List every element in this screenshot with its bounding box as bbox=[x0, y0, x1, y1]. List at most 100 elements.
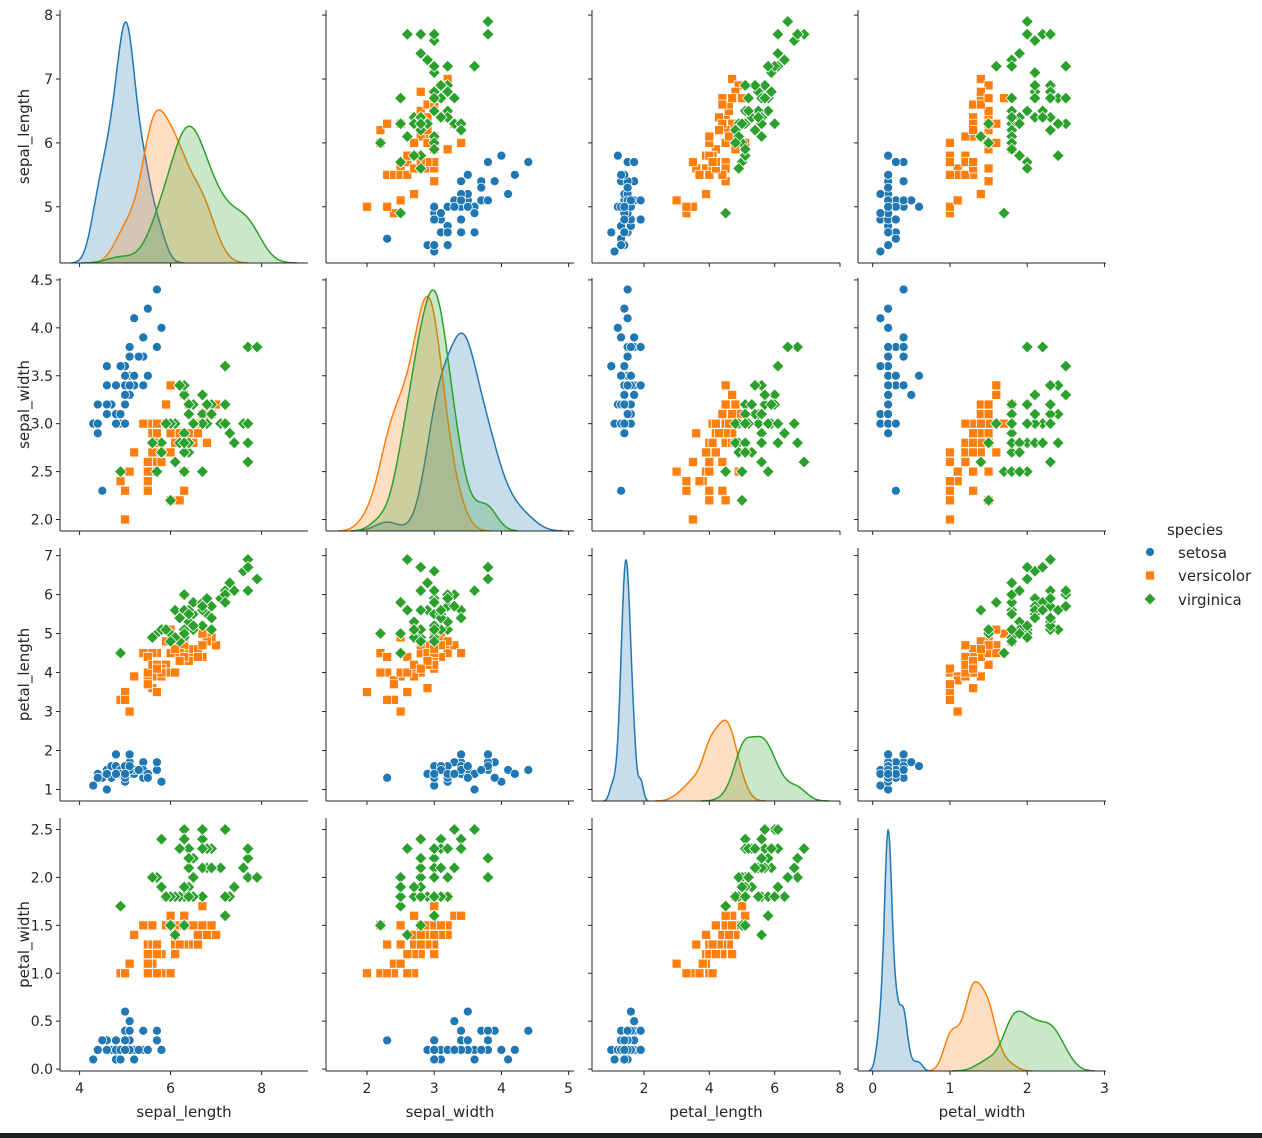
point-versicolor bbox=[717, 99, 728, 110]
point-virginica bbox=[241, 560, 255, 574]
point-setosa bbox=[462, 772, 473, 783]
point-virginica bbox=[241, 584, 255, 598]
x-tick-label: 4 bbox=[497, 1081, 506, 1097]
point-virginica bbox=[164, 493, 178, 507]
point-versicolor bbox=[375, 667, 386, 678]
point-setosa bbox=[883, 169, 894, 180]
point-versicolor bbox=[402, 169, 413, 180]
point-virginica bbox=[427, 842, 441, 856]
panel-sepal_width-vs-petal_length bbox=[588, 278, 841, 535]
point-virginica bbox=[719, 899, 733, 913]
point-virginica bbox=[735, 493, 749, 507]
point-virginica bbox=[400, 928, 414, 942]
y-tick-label: 4.0 bbox=[31, 321, 53, 337]
point-virginica bbox=[738, 918, 752, 932]
point-versicolor bbox=[704, 485, 715, 496]
point-virginica bbox=[241, 851, 255, 865]
point-versicolor bbox=[197, 920, 208, 931]
point-setosa bbox=[124, 380, 135, 391]
point-virginica bbox=[394, 890, 408, 904]
point-setosa bbox=[101, 784, 112, 795]
point-setosa bbox=[875, 246, 886, 257]
point-virginica bbox=[204, 623, 219, 637]
point-virginica bbox=[400, 842, 414, 856]
point-setosa bbox=[883, 749, 894, 760]
point-virginica bbox=[777, 890, 791, 904]
point-virginica bbox=[241, 340, 255, 354]
y-tick-label: 7 bbox=[44, 72, 53, 88]
point-virginica bbox=[218, 417, 232, 431]
point-versicolor bbox=[968, 447, 978, 458]
point-versicolor bbox=[983, 80, 994, 91]
point-versicolor bbox=[707, 968, 718, 979]
point-versicolor bbox=[402, 687, 413, 697]
point-versicolor bbox=[707, 157, 718, 167]
point-virginica bbox=[168, 928, 182, 942]
point-virginica bbox=[1028, 611, 1042, 625]
point-versicolor bbox=[362, 201, 372, 212]
x-tick-label: 8 bbox=[257, 1081, 266, 1097]
point-virginica bbox=[414, 560, 428, 574]
point-setosa bbox=[619, 1054, 630, 1065]
point-virginica bbox=[394, 646, 408, 660]
y-tick-label: 2.0 bbox=[31, 513, 53, 529]
point-versicolor bbox=[727, 390, 738, 400]
point-versicolor bbox=[697, 958, 708, 969]
x-tick-label: 0 bbox=[868, 1081, 877, 1097]
point-virginica bbox=[751, 110, 765, 124]
point-versicolor bbox=[694, 968, 705, 979]
point-virginica bbox=[761, 104, 775, 118]
point-virginica bbox=[113, 465, 128, 479]
point-versicolor bbox=[710, 920, 721, 931]
point-virginica bbox=[250, 870, 264, 884]
point-virginica bbox=[177, 588, 191, 602]
point-setosa bbox=[429, 214, 440, 225]
kde-fill-setosa bbox=[869, 830, 931, 1071]
point-versicolor bbox=[681, 485, 692, 496]
point-versicolor bbox=[142, 485, 153, 496]
point-versicolor bbox=[694, 476, 705, 487]
panel-sepal_length-vs-petal_length bbox=[588, 10, 841, 267]
point-virginica bbox=[173, 842, 187, 856]
kde-line-versicolor bbox=[928, 980, 1033, 1072]
point-setosa bbox=[635, 1025, 646, 1036]
point-setosa bbox=[120, 1006, 130, 1017]
point-setosa bbox=[124, 749, 135, 760]
point-virginica bbox=[1020, 397, 1034, 412]
point-setosa bbox=[629, 157, 640, 167]
point-versicolor bbox=[945, 201, 955, 212]
point-virginica bbox=[145, 436, 159, 450]
point-setosa bbox=[483, 1025, 493, 1036]
point-virginica bbox=[154, 880, 169, 894]
point-virginica bbox=[150, 465, 164, 479]
point-virginica bbox=[738, 142, 752, 156]
point-setosa bbox=[462, 1035, 473, 1046]
point-virginica bbox=[781, 340, 795, 354]
x-tick-label: 2 bbox=[639, 1081, 648, 1097]
point-virginica bbox=[173, 378, 187, 392]
point-setosa bbox=[503, 1054, 514, 1065]
point-setosa bbox=[612, 150, 623, 161]
point-versicolor bbox=[142, 679, 153, 690]
point-virginica bbox=[227, 584, 241, 598]
point-setosa bbox=[115, 409, 126, 419]
point-setosa bbox=[635, 380, 646, 391]
point-virginica bbox=[777, 53, 791, 67]
point-virginica bbox=[427, 909, 441, 923]
point-virginica bbox=[758, 822, 772, 837]
point-versicolor bbox=[147, 920, 158, 931]
point-virginica bbox=[748, 123, 762, 137]
point-versicolor bbox=[710, 418, 721, 429]
point-virginica bbox=[738, 890, 752, 904]
point-virginica bbox=[195, 388, 209, 402]
point-virginica bbox=[989, 417, 1003, 431]
point-virginica bbox=[113, 646, 128, 660]
legend-title: species bbox=[1167, 521, 1223, 539]
point-virginica bbox=[427, 595, 441, 609]
point-versicolor bbox=[727, 74, 738, 84]
point-virginica bbox=[758, 91, 772, 105]
point-virginica bbox=[468, 59, 482, 73]
point-virginica bbox=[481, 27, 495, 41]
point-virginica bbox=[434, 861, 448, 875]
point-setosa bbox=[449, 1016, 460, 1027]
